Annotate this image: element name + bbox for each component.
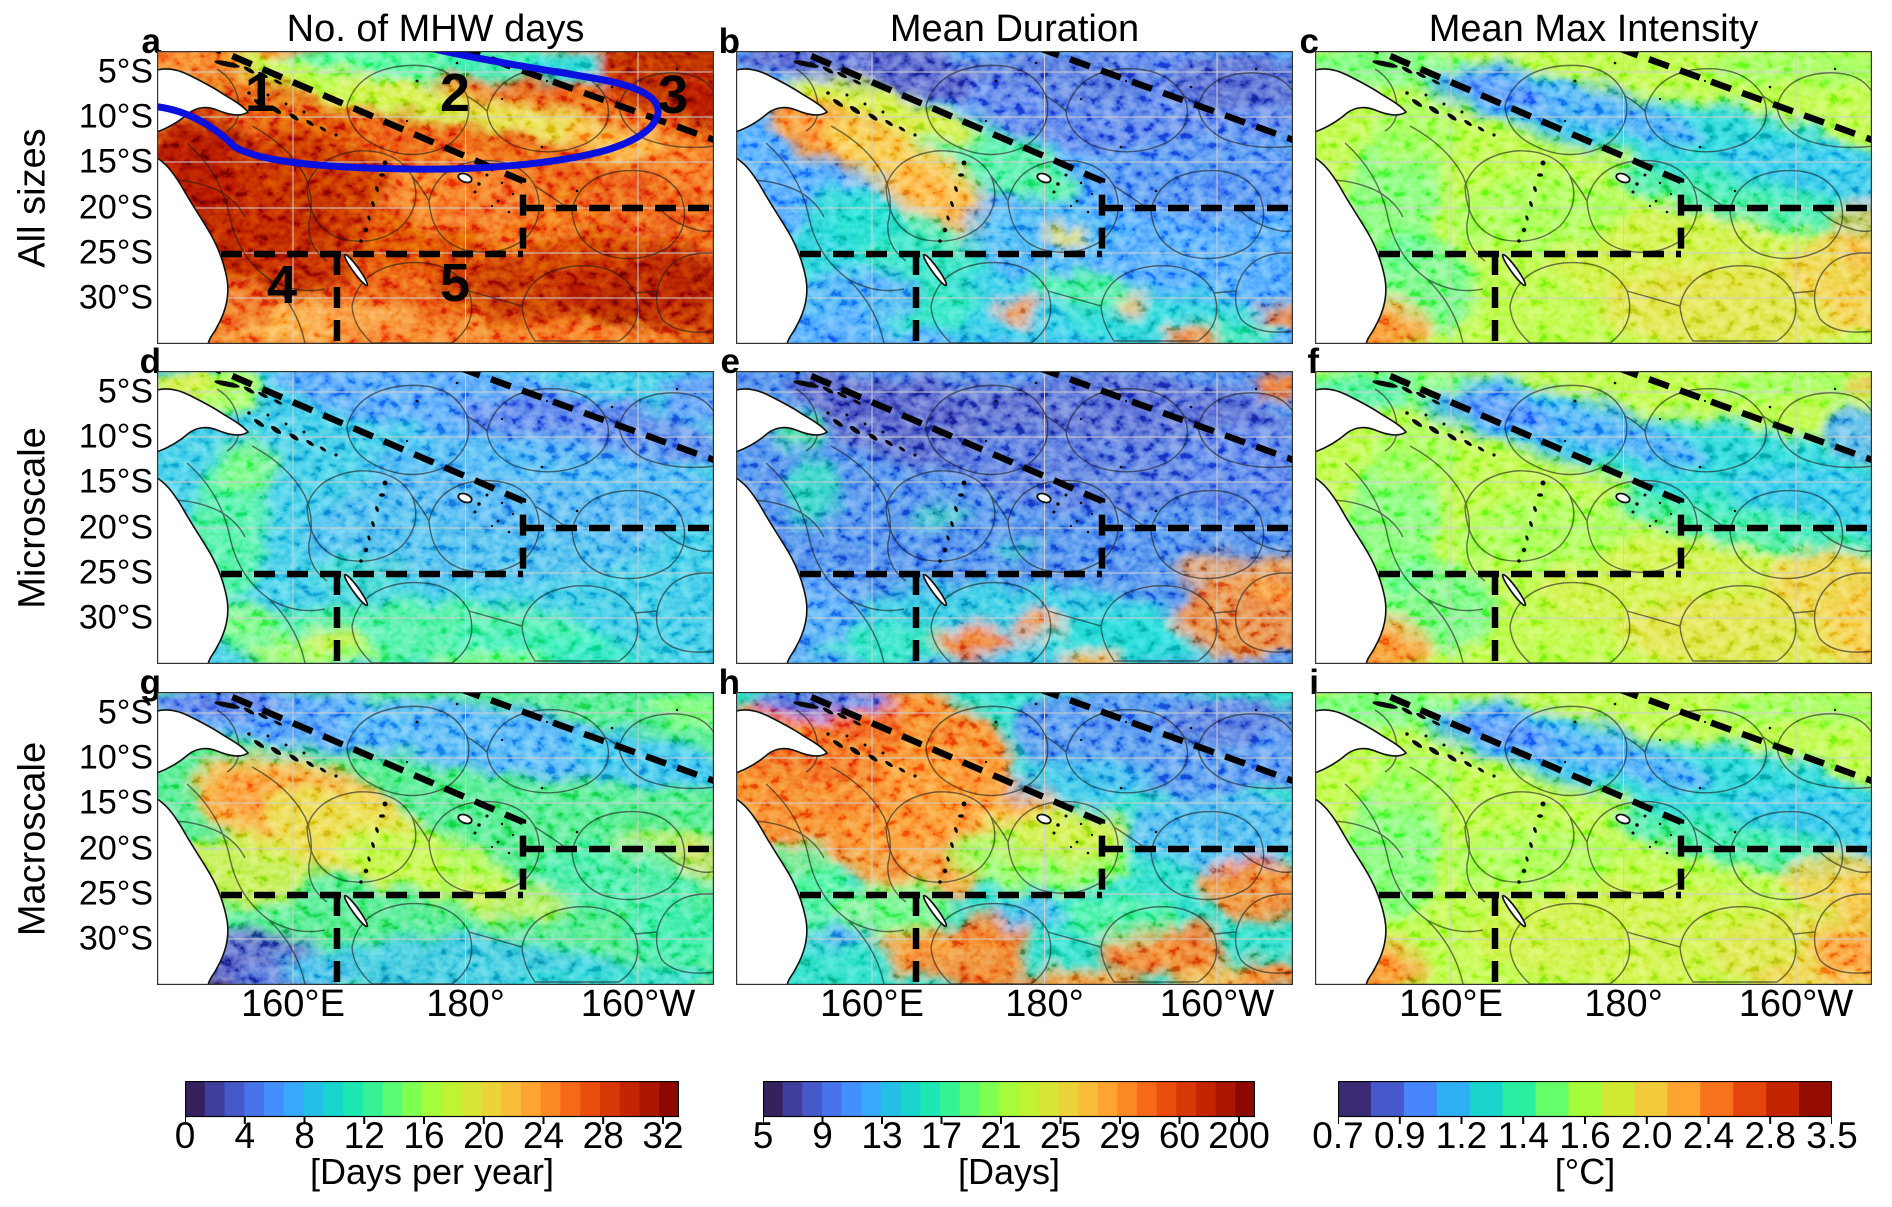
svg-text:3: 3 <box>658 65 688 125</box>
svg-text:5: 5 <box>440 253 470 313</box>
svg-text:4: 4 <box>267 255 297 315</box>
svg-text:2: 2 <box>440 63 470 123</box>
svg-text:1: 1 <box>245 63 275 123</box>
